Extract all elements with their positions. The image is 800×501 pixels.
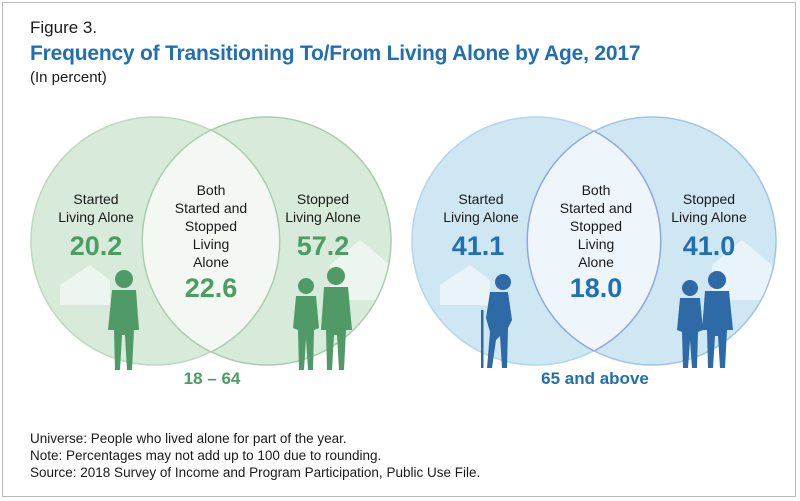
started-value-18-64: 20.2: [69, 231, 123, 261]
started-value-65-above: 41.1: [451, 231, 505, 261]
person-icon: [108, 270, 139, 370]
house-silhouette-18-64: [60, 240, 390, 305]
started-label-18-64: Started Living Alone: [58, 191, 134, 225]
stopped-value-65-above: 41.0: [682, 231, 736, 261]
stopped-label-18-64: Stopped Living Alone: [285, 191, 361, 225]
both-value-18-64: 22.6: [184, 273, 238, 303]
both-value-65-above: 18.0: [569, 273, 623, 303]
figure-subtitle: (In percent): [30, 69, 107, 86]
figure-label: Figure 3.: [30, 18, 98, 37]
stopped-value-18-64: 57.2: [296, 231, 350, 261]
venn-65-above: [411, 116, 777, 368]
both-label-65-above: Both Started and Stopped Living Alone: [559, 182, 633, 270]
elderly-person-icon: [481, 274, 512, 368]
house-silhouette-65-above: [440, 240, 772, 305]
figure-notes: Universe: People who lived alone for par…: [30, 430, 480, 481]
both-label-18-64: Both Started and Stopped Living Alone: [174, 182, 248, 270]
figure-title: Frequency of Transitioning To/From Livin…: [30, 42, 641, 65]
stopped-label-65-above: Stopped Living Alone: [671, 191, 747, 225]
elderly-couple-icon: [677, 271, 733, 368]
started-label-65-above: Started Living Alone: [443, 191, 519, 225]
couple-icon: [293, 267, 352, 370]
age-label-18-64: 18 – 64: [183, 369, 241, 388]
venn-18-64: [30, 116, 392, 370]
rounding-note: Note: Percentages may not add up to 100 …: [30, 448, 382, 463]
source-note: Source: 2018 Survey of Income and Progra…: [30, 465, 481, 480]
universe-note: Universe: People who lived alone for par…: [30, 431, 347, 446]
age-label-65-above: 65 and above: [541, 369, 649, 388]
